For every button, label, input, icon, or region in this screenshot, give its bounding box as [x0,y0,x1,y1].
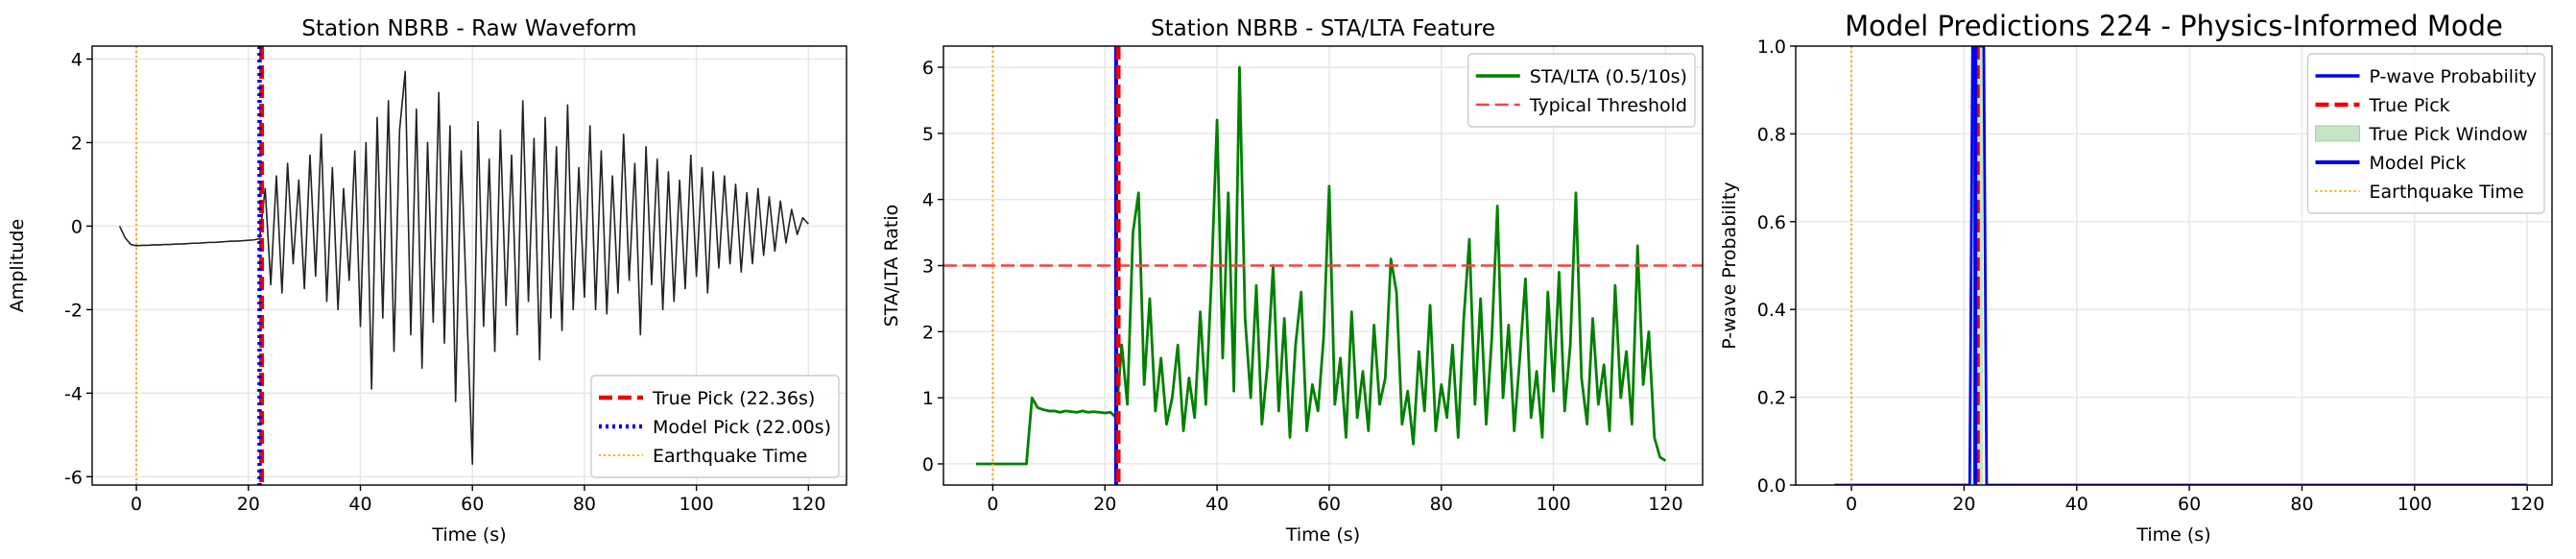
y-tick-label: 4 [71,49,83,70]
legend-label: Earthquake Time [2370,182,2524,203]
x-tick-label: 40 [348,494,371,515]
x-axis-label: Time (s) [431,524,506,546]
legend: STA/LTA (0.5/10s) Typical Threshold [1467,53,1696,128]
y-tick-label: 4 [922,190,934,211]
legend-box [1467,53,1696,128]
plot-area [943,46,1703,485]
legend-label: P-wave Probability [2370,66,2538,87]
y-tick-label: 1 [922,388,934,409]
y-tick-label: 0.4 [1757,300,1786,321]
legend: True Pick (22.36s) Model Pick (22.00s) Ear… [590,375,840,478]
legend-label: Model Pick (22.00s) [653,417,831,438]
x-tick-label: 120 [2510,494,2544,515]
x-tick-label: 0 [131,494,142,515]
x-tick-label: 120 [1648,494,1682,515]
x-tick-label: 80 [2290,494,2313,515]
x-tick-label: 20 [1952,494,1975,515]
y-tick-label: -6 [64,467,83,488]
x-tick-label: 100 [679,494,713,515]
x-tick-label: 60 [1318,494,1341,515]
x-axis-label: Time (s) [2135,524,2210,546]
x-tick-label: 60 [2178,494,2201,515]
legend-label: Model Pick [2370,153,2467,174]
legend-box [590,375,840,478]
axes-frame [1795,45,2553,486]
x-axis-label: Time (s) [1285,524,1360,546]
plot-area [1834,46,2528,485]
legend-label: True Pick Window [2369,124,2528,145]
legend-swatch [2315,125,2360,142]
data-line [118,70,809,466]
y-axis-label: Amplitude [7,219,28,312]
y-axis-label: P-wave Probability [1719,182,1740,350]
x-tick-label: 20 [1093,494,1116,515]
data-line [975,65,1667,466]
y-tick-label: 0.8 [1757,124,1786,145]
chart-title: Station NBRB - Raw Waveform [301,16,636,41]
x-tick-label: 80 [1430,494,1453,515]
x-tick-label: 100 [2397,494,2432,515]
data-line [1834,46,2528,485]
y-tick-label: 0 [71,216,83,237]
x-tick-label: 40 [2065,494,2088,515]
y-tick-label: 1.0 [1757,36,1786,58]
y-tick-label: 2 [922,322,934,343]
y-tick-label: 3 [922,256,934,278]
y-tick-label: -2 [64,300,83,321]
legend-box [2306,53,2545,214]
x-tick-label: 40 [1205,494,1228,515]
y-tick-label: 5 [922,124,934,145]
y-tick-label: 0.0 [1757,475,1786,497]
y-tick-label: 0.2 [1757,388,1786,409]
legend-label: True Pick [2369,95,2450,116]
x-tick-label: 0 [1846,494,1857,515]
x-tick-label: 20 [237,494,260,515]
axes-frame [942,45,1704,486]
axes-frame [91,45,847,486]
y-axis-label: STA/LTA Ratio [881,205,902,328]
chart-title: Model Predictions 224 - Physics-Informed… [1845,10,2503,42]
x-tick-label: 60 [461,494,484,515]
y-tick-label: 0 [922,454,934,475]
legend-label: STA/LTA (0.5/10s) [1530,66,1687,87]
y-tick-label: 0.6 [1757,212,1786,233]
y-tick-label: 2 [71,133,83,154]
y-tick-label: -4 [64,383,83,404]
legend-label: Earthquake Time [653,446,807,467]
x-tick-label: 120 [791,494,825,515]
plot-area [118,46,809,485]
chart-title: Station NBRB - STA/LTA Feature [1151,16,1495,41]
x-tick-label: 0 [987,494,998,515]
legend: P-wave Probability True Pick True Pick Win… [2306,53,2545,214]
x-tick-label: 100 [1536,494,1570,515]
legend-label: True Pick (22.36s) [652,388,815,409]
x-tick-label: 80 [573,494,596,515]
legend-label: Typical Threshold [1529,95,1687,116]
y-tick-label: 6 [922,58,934,79]
